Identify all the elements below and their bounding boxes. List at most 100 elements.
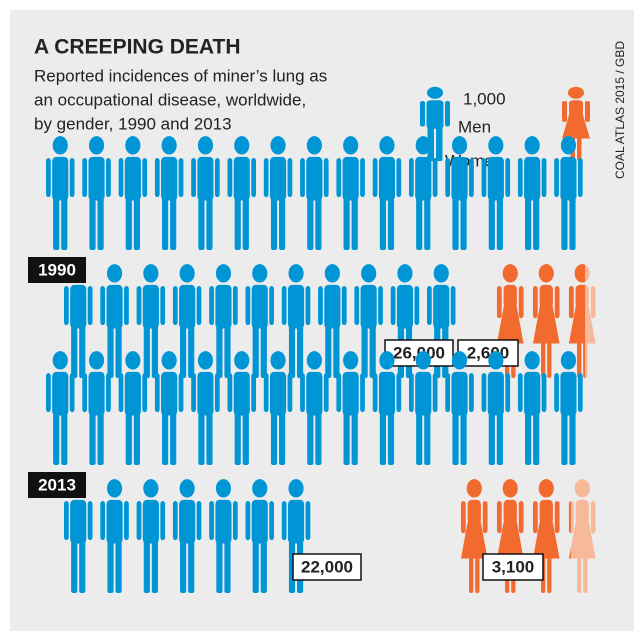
person-icon [209,479,238,593]
arm [378,286,383,326]
leg [547,553,552,593]
head [288,264,304,283]
arm [196,286,202,326]
head [161,136,177,155]
head [466,479,482,498]
person-icon [263,136,293,250]
arm [518,501,524,534]
leg [307,412,314,465]
leg [427,126,434,161]
person-icon [409,136,438,250]
leg [452,197,459,250]
arm [269,286,274,326]
person-icon [445,136,474,250]
leg [224,540,231,593]
head [343,136,359,155]
arm [196,501,202,541]
arm [432,158,438,198]
head [270,351,286,370]
torso [70,499,87,544]
person-icon [154,136,184,250]
value-label: 22,000 [301,557,353,576]
arm [505,158,511,198]
leg [533,412,540,465]
arm [360,158,365,198]
person-icon [532,479,560,593]
arm [118,158,124,198]
head [451,136,468,155]
head [502,479,518,498]
leg [61,197,68,250]
person-icon [532,264,560,378]
arm [87,286,93,326]
leg [577,338,582,378]
arm [232,286,238,326]
arm [481,373,487,413]
head [125,136,141,155]
arm [517,373,523,413]
arm [64,501,69,541]
person-icon [372,351,402,465]
arm [336,158,342,198]
person-icon [191,136,220,250]
torso [524,156,541,201]
arm [518,286,524,319]
torso [233,156,250,201]
leg [151,325,158,378]
arm [154,373,160,413]
head [379,136,395,155]
arm [178,373,184,413]
person-icon [517,136,547,250]
arm [445,373,451,413]
leg [279,412,286,465]
arm [341,286,347,326]
leg [115,540,122,593]
arm [469,373,474,413]
leg [569,197,576,250]
person-icon [420,86,450,161]
dress [496,517,524,559]
head [252,479,268,498]
arm [532,286,538,319]
arm [541,373,547,413]
leg [475,553,480,593]
head [306,351,322,370]
head [179,479,195,498]
arm [214,158,220,198]
head [397,264,413,283]
person-icon [354,264,383,378]
head [161,351,177,370]
arm [517,158,523,198]
leg [315,197,322,250]
leg [162,197,169,250]
title: A CREEPING DEATH [34,36,241,59]
arm [496,286,502,319]
torso [306,156,323,201]
leg [379,197,386,250]
torso [503,499,517,523]
arm [372,373,378,413]
leg [307,197,314,250]
arm [263,373,269,413]
person-icon [245,479,274,593]
torso [179,499,196,544]
arm [191,158,196,198]
arm [124,501,129,541]
dress [562,111,590,139]
person-icon [209,264,238,378]
leg [496,197,503,250]
arm [469,158,474,198]
year-label: 2013 [38,475,76,494]
leg [343,412,350,465]
person-icon [562,86,590,161]
torso [233,371,250,416]
torso [52,156,69,201]
person-icon [245,264,274,378]
person-icon [460,479,488,593]
year-label: 1990 [38,260,76,279]
head [52,351,68,370]
arm [585,101,590,122]
head [415,351,431,370]
arm [305,286,311,326]
leg [260,325,267,378]
